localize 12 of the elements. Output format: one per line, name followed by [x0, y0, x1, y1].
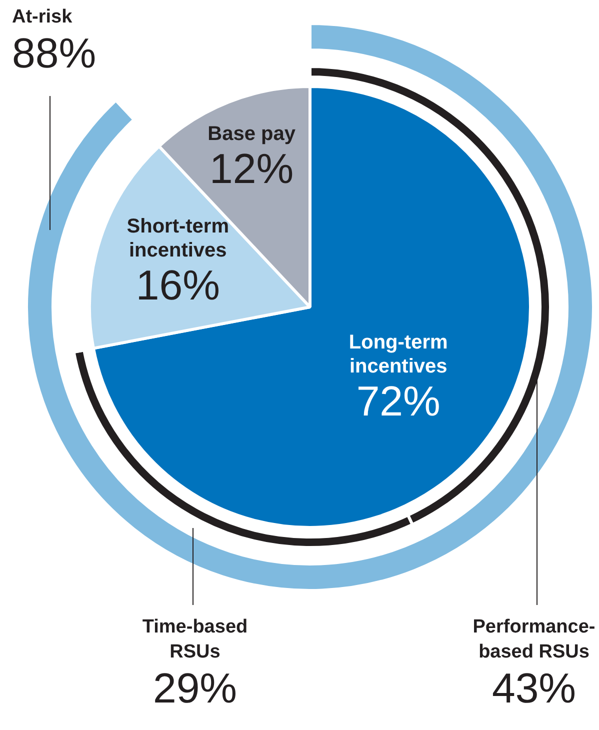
- slice-label: Short-term incentives: [126, 216, 229, 262]
- data-label: 43%: [492, 664, 576, 712]
- data-label: 12%: [210, 144, 294, 192]
- data-label: 16%: [136, 262, 220, 309]
- slice-label: Performance- based RSUs: [472, 616, 596, 663]
- data-label: 29%: [152, 664, 238, 712]
- slice-label: Long-term incentives: [348, 332, 448, 378]
- slice-label: At-risk: [12, 6, 73, 28]
- slice-label: Base pay: [208, 122, 296, 145]
- data-label: 88%: [12, 30, 96, 77]
- data-label: 72%: [356, 378, 440, 425]
- slice-label: Time-based RSUs: [142, 616, 248, 663]
